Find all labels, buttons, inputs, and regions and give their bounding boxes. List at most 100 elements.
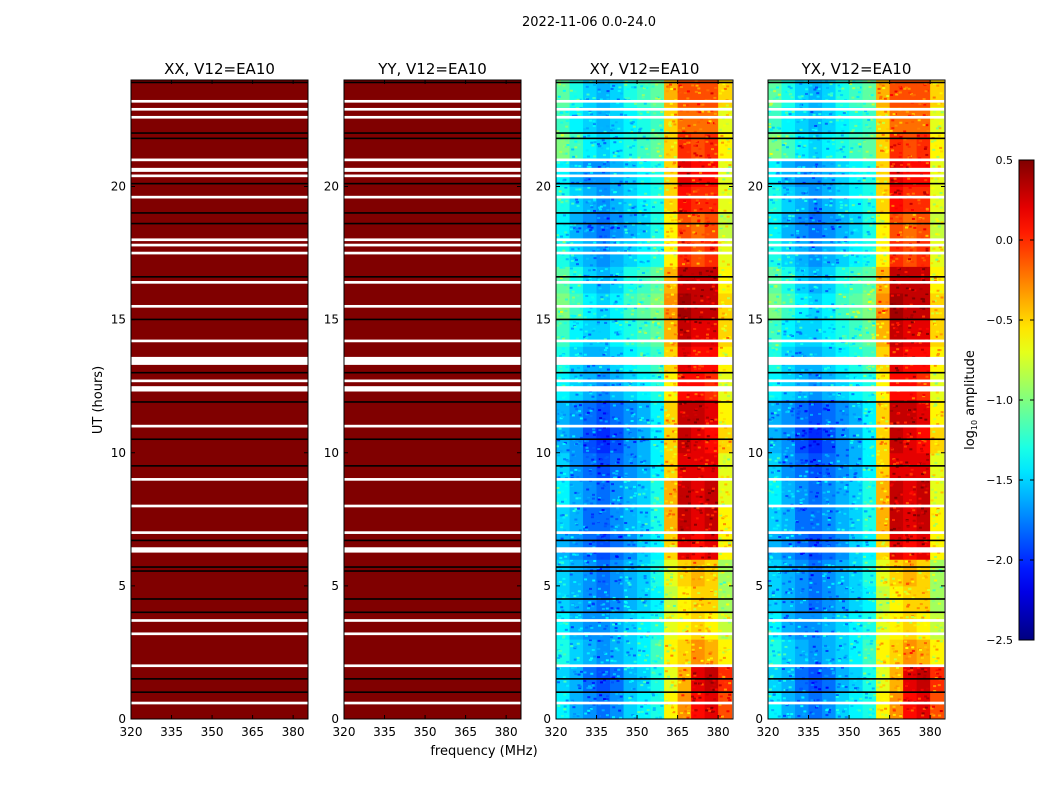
heatmap-cell	[664, 266, 678, 293]
flagged-row	[768, 175, 945, 178]
x-tick-label: 350	[626, 725, 649, 739]
flagged-row	[131, 244, 308, 247]
nodata-row	[344, 82, 521, 84]
nodata-row	[556, 372, 733, 374]
nodata-row	[768, 319, 945, 321]
heatmap-cell	[876, 213, 890, 240]
flagged-row	[556, 531, 733, 534]
flagged-row	[556, 100, 733, 103]
nodata-row	[768, 691, 945, 693]
panel-title: XY, V12=EA10	[590, 60, 700, 78]
y-tick-label: 0	[118, 712, 126, 726]
heatmap-cell	[691, 400, 705, 427]
flagged-row	[768, 252, 945, 255]
heatmap-cell	[836, 266, 850, 293]
y-tick-label: 20	[748, 180, 763, 194]
flagged-row	[768, 386, 945, 391]
heatmap-cell	[691, 133, 705, 160]
nodata-row	[131, 276, 308, 278]
flagged-row	[556, 357, 733, 365]
heatmap-cell	[597, 80, 611, 107]
x-tick-label: 350	[201, 725, 224, 739]
flagged-row	[556, 547, 733, 552]
heatmap-cell	[876, 133, 890, 160]
heatmap-cell	[768, 133, 782, 160]
nodata-row	[131, 223, 308, 225]
flagged-row	[344, 116, 521, 119]
flagged-row	[768, 340, 945, 343]
flagged-row	[556, 175, 733, 178]
heatmap-cell	[637, 559, 651, 586]
nodata-row	[344, 183, 521, 185]
nodata-row	[768, 612, 945, 614]
heatmap-cell	[637, 613, 651, 640]
nodata-row	[131, 132, 308, 134]
heatmap-cell	[664, 107, 678, 134]
heatmap-cell	[782, 80, 796, 107]
heatmap-cell	[849, 320, 863, 347]
flagged-row	[131, 159, 308, 162]
flagged-row	[131, 108, 308, 111]
nodata-row	[344, 465, 521, 467]
flagged-row	[131, 340, 308, 343]
x-tick-label: 365	[666, 725, 689, 739]
x-tick-label: 350	[838, 725, 861, 739]
heatmap-cell	[718, 133, 732, 160]
x-tick-label: 320	[545, 725, 568, 739]
nodata-row	[768, 438, 945, 440]
heatmap-cell	[917, 533, 931, 560]
nodata-row	[344, 566, 521, 568]
nodata-row	[344, 678, 521, 680]
y-tick-label: 10	[536, 446, 551, 460]
y-tick-label: 10	[111, 446, 126, 460]
flagged-row	[344, 619, 521, 622]
heatmap-cell	[917, 506, 931, 533]
flagged-row	[556, 702, 733, 705]
nodata-row	[768, 540, 945, 542]
flagged-row	[768, 159, 945, 162]
y-tick-label: 0	[331, 712, 339, 726]
x-tick-label: 365	[241, 725, 264, 739]
flagged-row	[131, 619, 308, 622]
flagged-row	[768, 478, 945, 481]
flagged-row	[131, 357, 308, 365]
nodata-row	[131, 691, 308, 693]
flagged-row	[131, 175, 308, 178]
nodata-row	[556, 540, 733, 542]
flagged-row	[768, 281, 945, 284]
nodata-row	[131, 138, 308, 140]
nodata-row	[344, 598, 521, 600]
panel-title: YX, V12=EA10	[801, 60, 912, 78]
panel-title: YY, V12=EA10	[377, 60, 487, 78]
heatmap-cell	[849, 533, 863, 560]
nodata-row	[344, 691, 521, 693]
flagged-row	[344, 281, 521, 284]
nodata-row	[131, 438, 308, 440]
nodata-row	[131, 183, 308, 185]
nodata-row	[556, 612, 733, 614]
heatmap-cell	[624, 533, 638, 560]
heatmap-cell	[836, 533, 850, 560]
flagged-row	[556, 252, 733, 255]
heatmap-cell	[890, 266, 904, 293]
heatmap-cell	[822, 639, 836, 666]
heatmap-cell	[691, 320, 705, 347]
nodata-row	[768, 372, 945, 374]
flagged-row	[344, 386, 521, 391]
flagged-row	[131, 702, 308, 705]
nodata-row	[768, 678, 945, 680]
x-tick-label: 335	[160, 725, 183, 739]
colorbar-tick-label: 0.5	[996, 154, 1014, 167]
nodata-row	[131, 319, 308, 321]
nodata-row	[768, 212, 945, 214]
flagged-row	[768, 168, 945, 172]
x-tick-label: 320	[120, 725, 143, 739]
flagged-row	[344, 108, 521, 111]
y-tick-label: 15	[324, 313, 339, 327]
heatmap-cell	[863, 266, 877, 293]
nodata-row	[344, 372, 521, 374]
y-tick-label: 15	[748, 313, 763, 327]
flagged-row	[131, 664, 308, 667]
nodata-row	[556, 183, 733, 185]
